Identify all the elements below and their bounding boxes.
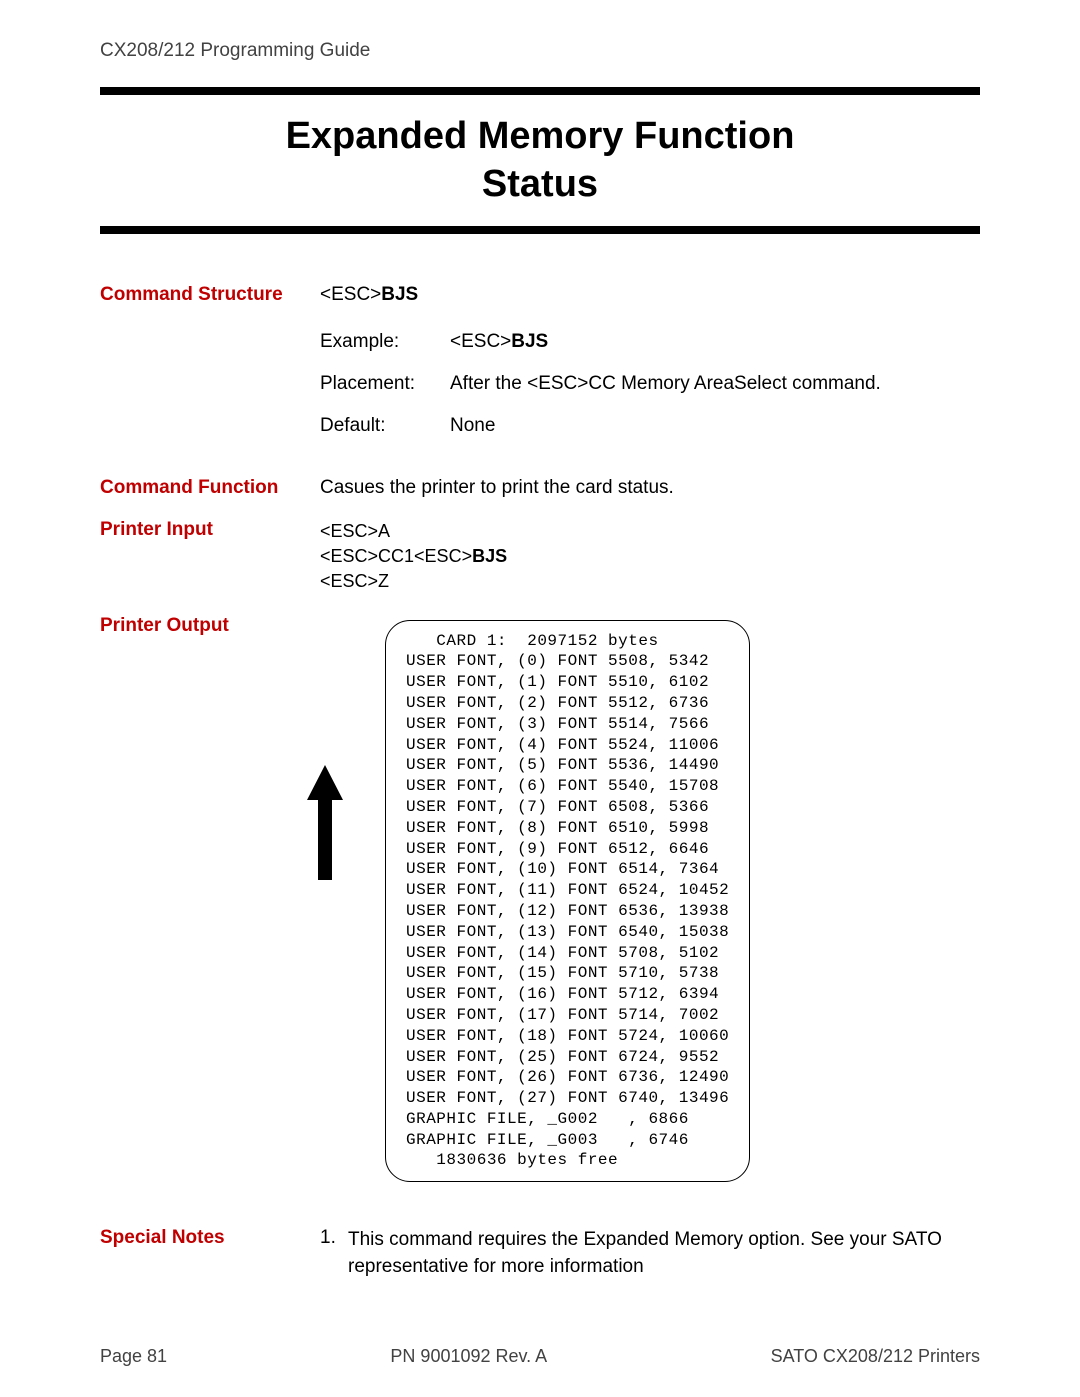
example-esc-prefix: <ESC> — [450, 331, 511, 352]
command-structure-label: Command Structure — [100, 284, 320, 457]
placement-value: After the <ESC>CC Memory AreaSelect comm… — [450, 373, 980, 395]
footer-printers: SATO CX208/212 Printers — [771, 1346, 980, 1367]
printer-output-box: CARD 1: 2097152 bytes USER FONT, (0) FON… — [385, 620, 750, 1183]
printer-input-lines: <ESC>A <ESC>CC1<ESC>BJS <ESC>Z — [320, 519, 980, 595]
example-label: Example: — [320, 331, 450, 353]
page-title-line2: Status — [100, 161, 980, 209]
footer-page: Page 81 — [100, 1346, 167, 1367]
note-number: 1. — [320, 1227, 348, 1280]
cmd-bold-bjs: BJS — [381, 284, 418, 305]
cmd-structure-main: <ESC>BJS — [320, 284, 418, 306]
command-function-value: Casues the printer to print the card sta… — [320, 477, 674, 498]
printer-input-label: Printer Input — [100, 519, 320, 595]
default-label: Default: — [320, 415, 450, 437]
up-arrow-icon — [295, 765, 355, 880]
cmd-esc-prefix: <ESC> — [320, 284, 381, 305]
command-function-label: Command Function — [100, 477, 320, 499]
title-bar-top — [100, 87, 980, 95]
document-header: CX208/212 Programming Guide — [100, 40, 980, 62]
placement-label: Placement: — [320, 373, 450, 395]
special-notes-label: Special Notes — [100, 1227, 320, 1280]
page-title-line1: Expanded Memory Function — [100, 113, 980, 161]
printer-input-l2b: BJS — [472, 546, 507, 566]
printer-input-l1: <ESC>A — [320, 521, 390, 541]
footer-pn: PN 9001092 Rev. A — [390, 1346, 547, 1367]
printer-output-label: Printer Output — [100, 615, 320, 1183]
example-bold-bjs: BJS — [511, 331, 548, 352]
example-value: <ESC>BJS — [450, 331, 980, 353]
title-bar-bottom — [100, 226, 980, 234]
printer-input-l2a: <ESC>CC1<ESC> — [320, 546, 472, 566]
printer-input-l3: <ESC>Z — [320, 571, 389, 591]
note-text: This command requires the Expanded Memor… — [348, 1227, 980, 1280]
default-value: None — [450, 415, 980, 437]
page-footer: Page 81 PN 9001092 Rev. A SATO CX208/212… — [100, 1346, 980, 1367]
